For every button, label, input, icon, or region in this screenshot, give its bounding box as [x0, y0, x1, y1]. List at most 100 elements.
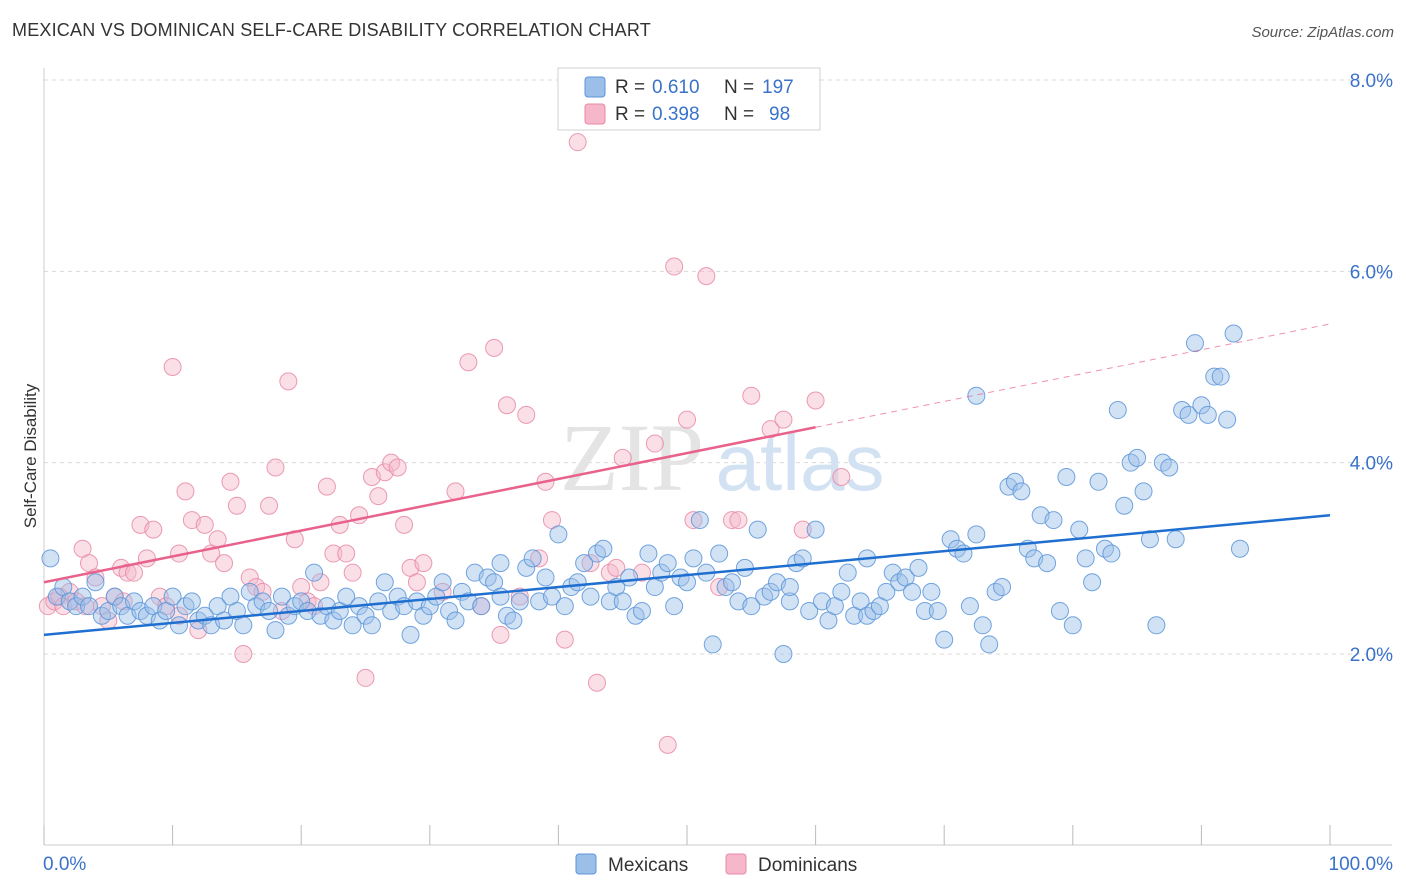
mexicans-point [941, 530, 960, 549]
mexicans-point [517, 558, 536, 577]
mexicans-point [549, 525, 568, 544]
dominicans-point [510, 587, 529, 606]
mexicans-point [1063, 616, 1082, 635]
dominicans-point [388, 458, 407, 477]
mexicans-point [678, 573, 696, 592]
dominicans-point [568, 133, 587, 152]
mexicans-point [1089, 472, 1108, 491]
mexicans-point [41, 549, 60, 568]
watermark-zip: ZIP [560, 404, 704, 511]
legend-r-label-dominicans: R = [615, 104, 645, 125]
mexicans-point [523, 549, 542, 568]
mexicans-point [472, 597, 491, 616]
watermark-atlas: atlas [716, 418, 885, 507]
y-tick-label-1: 4.0% [1350, 454, 1393, 475]
dominicans-point [215, 554, 234, 573]
mexicans-point [935, 630, 954, 649]
dominicans-point [317, 477, 336, 496]
legend-n-value-mexicans: 197 [762, 77, 794, 98]
mexicans-point [272, 587, 291, 606]
dominicans-point [742, 386, 761, 405]
mexicans-point [266, 621, 285, 640]
mexicans-point [1166, 530, 1185, 549]
mexicans-point [780, 578, 799, 597]
dominicans-point [260, 496, 279, 515]
mexicans-point [125, 592, 144, 611]
mexicans-point [324, 611, 343, 630]
dominicans-point [729, 511, 748, 530]
mexicans-point [1198, 405, 1217, 424]
mexicans-point [832, 582, 851, 601]
mexicans-point [1205, 367, 1224, 386]
mexicans-point [639, 544, 658, 563]
mexicans-point [632, 601, 651, 620]
mexicans-point [1070, 520, 1089, 539]
mexicans-point [67, 597, 86, 616]
dominicans-point [144, 520, 163, 539]
dominicans-point [832, 468, 851, 487]
dominicans-point [356, 668, 375, 687]
dominicans-point [414, 554, 433, 573]
mexicans-points [41, 324, 1249, 663]
dominicans-point [45, 592, 64, 611]
mexicans-point [1128, 448, 1147, 467]
mexicans-point [594, 539, 613, 558]
mexicans-point [915, 601, 934, 620]
mexicans-point [922, 582, 941, 601]
bottom-legend-swatch-dominicans [725, 853, 747, 875]
mexicans-point [362, 616, 381, 635]
dominicans-point [311, 573, 330, 592]
mexicans-point [774, 645, 793, 663]
dominicans-point [517, 405, 536, 424]
dominicans-point [530, 549, 549, 568]
dominicans-point [491, 625, 510, 644]
dominicans-point [114, 592, 133, 611]
legend-r-value-mexicans: 0.610 [652, 77, 700, 98]
mexicans-point [761, 582, 780, 601]
mexicans-point [568, 573, 587, 592]
dominicans-point [343, 563, 362, 582]
bottom-legend: Mexicans Dominicans [575, 853, 857, 876]
mexicans-point [337, 587, 356, 606]
mexicans-point [215, 611, 234, 630]
legend-swatch-dominicans [584, 103, 606, 125]
bottom-legend-mexicans: Mexicans [608, 855, 688, 876]
mexicans-point [1224, 324, 1243, 343]
mexicans-point [1147, 616, 1166, 635]
bottom-legend-dominicans: Dominicans [758, 855, 857, 876]
dominicans-point [118, 563, 137, 582]
mexicans-point [1102, 544, 1121, 563]
mexicans-point [1050, 601, 1069, 620]
mexicans-point [710, 544, 729, 563]
mexicans-trend-line [43, 514, 1331, 637]
mexicans-point [780, 592, 799, 611]
dominicans-points [38, 133, 851, 754]
mexicans-point [163, 587, 182, 606]
mexicans-point [620, 568, 639, 587]
dominicans-point [266, 458, 285, 477]
mexicans-point [723, 573, 742, 592]
dominicans-point [369, 487, 388, 506]
mexicans-point [800, 601, 819, 620]
mexicans-point [356, 606, 375, 625]
mexicans-point [928, 601, 947, 620]
mexicans-point [742, 597, 761, 616]
legend-n-label-dominicans: N = [724, 104, 754, 125]
mexicans-point [401, 625, 420, 644]
dominicans-point [678, 410, 696, 429]
watermark: ZIP atlas [560, 404, 884, 511]
dominicans-point [221, 472, 240, 491]
dominicans-point [227, 496, 246, 515]
chart-title: MEXICAN VS DOMINICAN SELF-CARE DISABILIT… [12, 20, 651, 40]
mexicans-point [446, 611, 465, 630]
mexicans-point [690, 511, 709, 530]
dominicans-point [497, 396, 516, 415]
dominicans-point [337, 544, 356, 563]
mexicans-point [1179, 405, 1198, 424]
mexicans-point [1108, 401, 1127, 420]
y-axis-label: Self-Care Disability [21, 383, 40, 528]
mexicans-point [960, 597, 979, 616]
mexicans-point [581, 587, 600, 606]
dominicans-point [176, 482, 195, 501]
mexicans-point [73, 587, 92, 606]
